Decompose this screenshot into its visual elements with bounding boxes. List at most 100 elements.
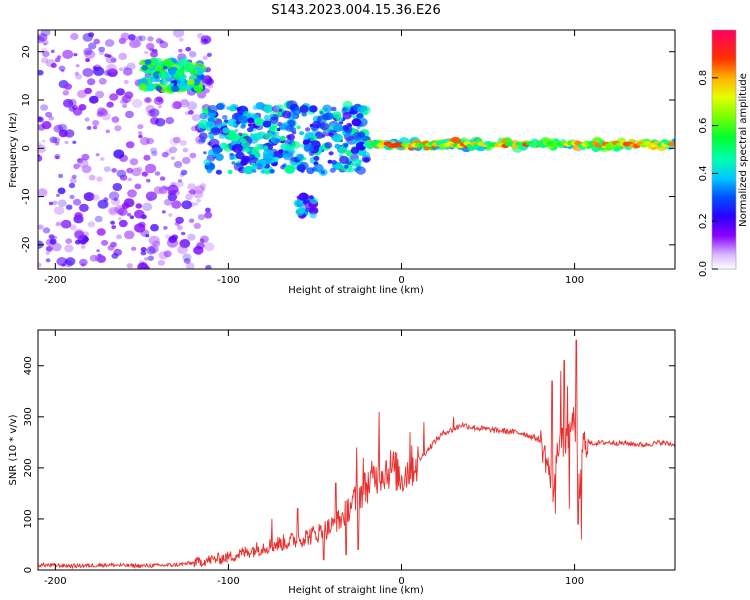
spectral-blob — [78, 104, 87, 111]
spectral-blob — [111, 225, 117, 230]
spectral-blob — [227, 118, 238, 127]
spectral-blob — [149, 147, 158, 154]
spectral-blob — [247, 127, 254, 133]
spectral-blob — [202, 55, 208, 60]
spectral-blob — [142, 202, 153, 212]
spectral-blob — [43, 42, 47, 46]
spectral-blob — [309, 105, 318, 113]
x-tick-label: -100 — [217, 576, 240, 587]
spectral-blob — [301, 112, 308, 117]
spectral-blob — [194, 202, 199, 206]
spectral-blob — [187, 233, 196, 241]
spectral-blob — [204, 211, 213, 219]
spectral-blob — [178, 48, 183, 53]
spectral-blob — [244, 147, 250, 152]
y-tick-label: 200 — [23, 458, 34, 477]
spectral-blob — [54, 57, 61, 63]
spectrogram-frame — [37, 29, 676, 270]
spectral-blob — [38, 262, 42, 268]
spectral-blob — [167, 193, 178, 202]
spectral-blob — [229, 106, 236, 112]
spectral-blob — [98, 46, 106, 53]
spectrogram-x-label: Height of straight line (km) — [288, 285, 424, 296]
spectral-blob — [254, 117, 265, 127]
spectral-blob — [227, 169, 233, 175]
spectral-blob — [264, 169, 270, 175]
spectral-blob — [336, 116, 343, 122]
spectral-feature — [293, 192, 319, 219]
spectral-blob — [134, 223, 146, 233]
spectral-blob — [115, 88, 125, 96]
spectral-blob — [92, 66, 97, 70]
spectral-blob — [262, 145, 269, 151]
spectral-blob — [181, 200, 192, 210]
spectral-blob — [57, 187, 66, 195]
spectral-blob — [161, 210, 166, 214]
spectral-blob — [48, 201, 54, 206]
spectral-blob — [281, 110, 292, 119]
spectral-blob — [77, 158, 89, 168]
spectral-blob — [208, 138, 220, 148]
spectral-blob — [135, 35, 143, 42]
spectral-blob — [152, 240, 161, 247]
spectral-blob — [343, 143, 349, 148]
spectral-blob — [38, 141, 42, 148]
snr-marks — [38, 339, 675, 570]
spectral-blob — [75, 73, 83, 80]
snr-series-line — [38, 339, 675, 570]
spectral-blob — [284, 144, 293, 151]
spectral-blob — [92, 125, 98, 130]
snr-x-ticks: -200 -100 0 100 — [44, 330, 584, 587]
spectral-blob — [89, 95, 99, 104]
spectral-blob — [193, 245, 204, 255]
spectral-blob — [87, 78, 96, 86]
figure-title: S143.2023.004.15.36.E26 — [271, 3, 440, 18]
spectral-blob — [135, 203, 143, 209]
spectral-blob — [146, 246, 156, 255]
spectral-blob — [324, 107, 328, 111]
spectral-blob — [95, 153, 100, 157]
spectral-blob — [181, 156, 191, 165]
spectral-blob — [145, 42, 155, 51]
spectral-blob — [188, 190, 192, 194]
spectral-blob — [140, 250, 147, 256]
spectral-ridge — [362, 140, 675, 148]
colorbar-label: Normalized spectral amplitude — [738, 73, 749, 227]
spectral-blob — [58, 173, 64, 179]
spectral-blob — [45, 258, 51, 263]
spectral-blob — [69, 194, 75, 200]
spectral-blob — [143, 154, 151, 161]
spectral-blob — [169, 146, 178, 154]
spectral-blob — [290, 156, 297, 162]
spectral-blob — [201, 78, 212, 87]
spectral-blob — [38, 144, 47, 154]
y-tick-label: 0 — [23, 567, 34, 573]
spectrogram-marks — [38, 30, 675, 269]
spectral-blob — [141, 64, 149, 71]
spectral-blob — [179, 99, 190, 108]
spectral-blob — [161, 151, 169, 158]
spectral-blob — [60, 69, 65, 73]
spectral-blob — [172, 136, 181, 144]
spectral-blob — [109, 208, 116, 214]
spectral-blob — [321, 113, 330, 121]
x-tick-label: 0 — [398, 275, 404, 286]
spectral-blob — [196, 198, 202, 203]
spectral-blob — [119, 67, 124, 72]
spectral-blob — [48, 115, 55, 121]
spectral-blob — [85, 58, 90, 63]
spectral-blob — [134, 183, 142, 190]
spectral-blob — [65, 204, 73, 210]
spectral-blob — [328, 132, 335, 137]
spectral-blob — [216, 102, 226, 111]
spectral-blob — [210, 127, 221, 136]
spectral-blob — [72, 140, 77, 144]
spectral-blob — [112, 183, 123, 191]
spectral-blob — [57, 123, 68, 132]
spectral-blob — [179, 37, 184, 42]
spectral-blob — [60, 219, 72, 229]
spectral-blob — [180, 169, 188, 176]
spectral-blob — [296, 154, 304, 161]
spectral-blob — [305, 127, 311, 132]
spectral-blob — [150, 51, 158, 58]
